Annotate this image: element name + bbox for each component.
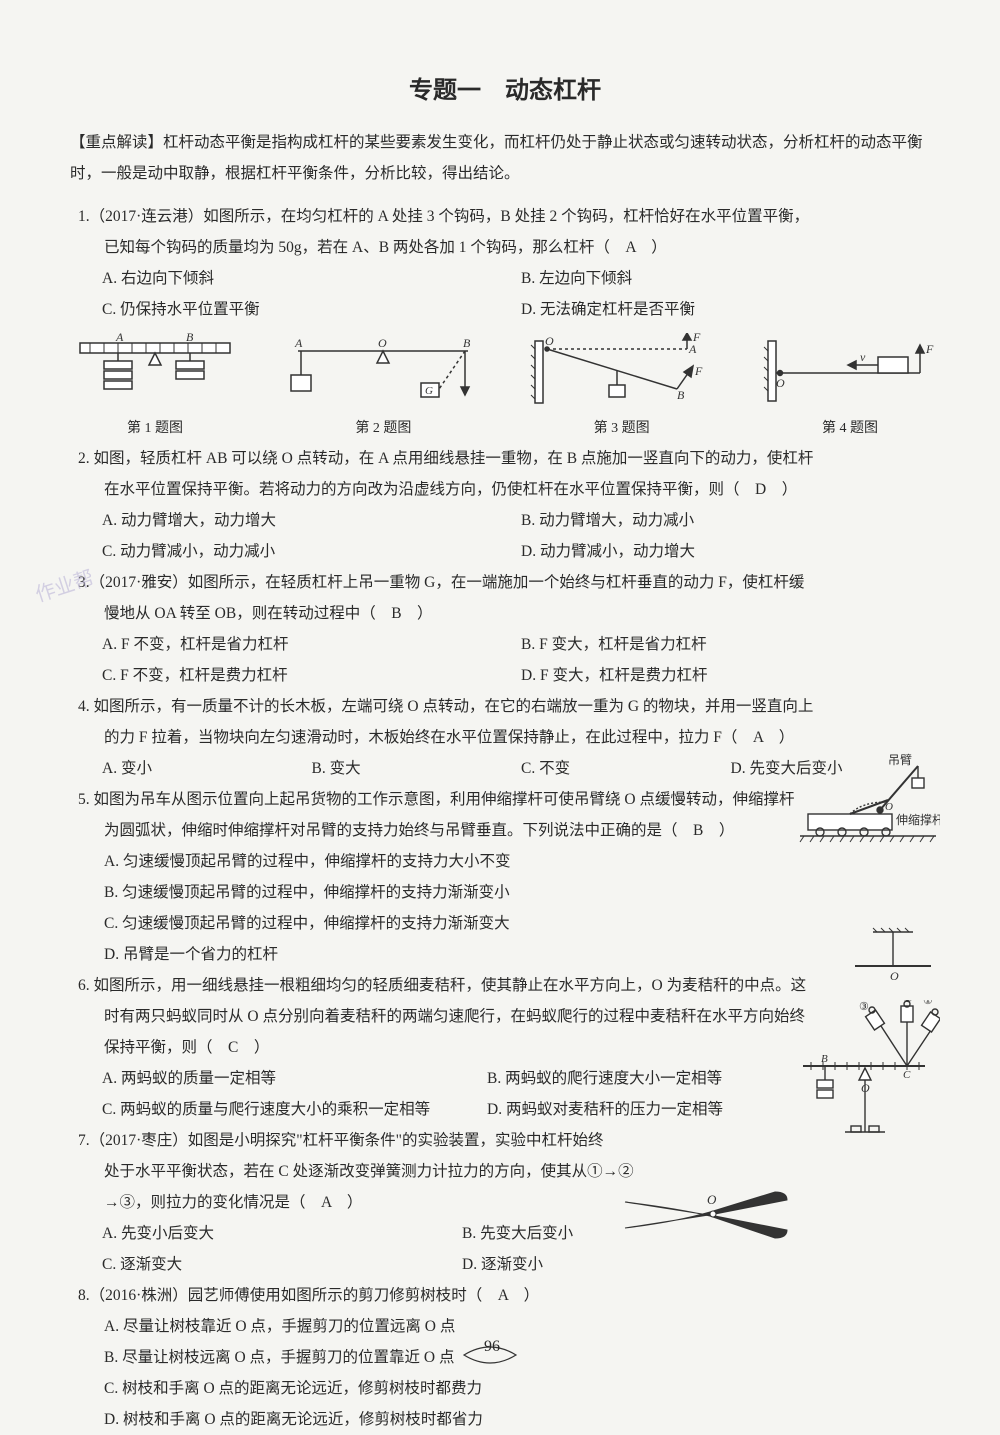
q4-line1: 4. 如图所示，有一质量不计的长木板，左端可绕 O 点转动，在它的右端放一重为 …	[78, 691, 940, 722]
q2-opt-c: C. 动力臂减小，动力减小	[102, 536, 521, 567]
q1-line2: 已知每个钩码的质量均为 50g，若在 A、B 两处各加 1 个钩码，那么杠杆（ …	[104, 232, 940, 263]
svg-text:①: ①	[923, 1000, 933, 1007]
q2-options: A. 动力臂增大，动力增大 B. 动力臂增大，动力减小 C. 动力臂减小，动力减…	[102, 505, 940, 567]
svg-text:F: F	[925, 342, 934, 356]
q2-line1: 2. 如图，轻质杠杆 AB 可以绕 O 点转动，在 A 点用细线悬挂一重物，在 …	[78, 443, 940, 474]
q3-line2: 慢地从 OA 转至 OB，则在转动过程中（ B ）	[104, 598, 940, 629]
q1-opt-c: C. 仍保持水平位置平衡	[102, 294, 521, 325]
svg-text:v: v	[860, 350, 866, 364]
svg-text:B: B	[463, 336, 471, 350]
fig7: O B C ① ② ③	[795, 1000, 940, 1145]
q3-options: A. F 不变，杠杆是省力杠杆 B. F 变大，杠杆是省力杠杆 C. F 不变，…	[102, 629, 940, 691]
svg-text:C: C	[903, 1069, 911, 1081]
fig5: O 吊臂 伸缩撑杆	[790, 752, 940, 851]
svg-text:③: ③	[859, 1001, 869, 1013]
q3-opt-a: A. F 不变，杠杆是省力杠杆	[102, 629, 521, 660]
q7-opt-c: C. 逐渐变大	[102, 1249, 462, 1280]
svg-text:②: ②	[903, 1000, 913, 1005]
fig4-label: 第 4 题图	[760, 417, 940, 437]
q1-options: A. 右边向下倾斜 B. 左边向下倾斜 C. 仍保持水平位置平衡 D. 无法确定…	[102, 263, 940, 325]
fig4: O v F 第 4 题图	[760, 333, 940, 437]
q2-opt-d: D. 动力臂减小，动力增大	[521, 536, 940, 567]
q6-options: A. 两蚂蚁的质量一定相等 B. 两蚂蚁的爬行速度大小一定相等 C. 两蚂蚁的质…	[102, 1063, 872, 1125]
svg-text:O: O	[776, 376, 785, 390]
fig8: O	[615, 1182, 805, 1251]
svg-text:O: O	[378, 336, 387, 350]
q8-opt-c: C. 树枝和手离 O 点的距离无论远近，修剪树枝时都费力	[104, 1373, 814, 1404]
q3-opt-b: B. F 变大，杠杆是省力杠杆	[521, 629, 940, 660]
svg-text:A: A	[115, 333, 124, 344]
q4-opt-b: B. 变大	[312, 753, 522, 784]
q2-line2: 在水平位置保持平衡。若将动力的方向改为沿虚线方向，仍使杠杆在水平位置保持平衡，则…	[104, 474, 940, 505]
fig3-label: 第 3 题图	[527, 417, 717, 437]
q8-opt-d: D. 树枝和手离 O 点的距离无论远近，修剪树枝时都省力	[104, 1404, 814, 1435]
q7-opt-d: D. 逐渐变小	[462, 1249, 822, 1280]
q7-opt-a: A. 先变小后变大	[102, 1218, 462, 1249]
q8-opt-a: A. 尽量让树枝靠近 O 点，手握剪刀的位置远离 O 点	[104, 1311, 814, 1342]
q3-opt-d: D. F 变大，杠杆是费力杠杆	[521, 660, 940, 691]
q1-opt-b: B. 左边向下倾斜	[521, 263, 940, 294]
q7-line1: 7.（2017·枣庄）如图是小明探究"杠杆平衡条件"的实验装置，实验中杠杆始终	[78, 1125, 788, 1156]
fig6: O	[845, 926, 940, 991]
q8-opt-b: B. 尽量让树枝远离 O 点，手握剪刀的位置靠近 O 点	[104, 1342, 814, 1373]
q5-opt-c: C. 匀速缓慢顶起吊臂的过程中，伸缩撑杆的支持力渐渐变大	[104, 908, 814, 939]
svg-text:A: A	[688, 342, 697, 356]
svg-text:O: O	[890, 969, 899, 983]
q4-line2: 的力 F 拉着，当物块向左匀速滑动时，木板始终在水平位置保持静止，在此过程中，拉…	[104, 722, 940, 753]
q6-line1: 6. 如图所示，用一细线悬挂一根粗细均匀的轻质细麦秸秆，使其静止在水平方向上，O…	[78, 970, 940, 1001]
figure-row: A B 第 1 题图 A O B	[70, 333, 940, 437]
svg-text:A: A	[294, 336, 303, 350]
q1-line1: 1.（2017·连云港）如图所示，在均匀杠杆的 A 处挂 3 个钩码，B 处挂 …	[78, 201, 940, 232]
q2-opt-a: A. 动力臂增大，动力增大	[102, 505, 521, 536]
page-number: 96	[460, 1341, 540, 1369]
q5-opt-b: B. 匀速缓慢顶起吊臂的过程中，伸缩撑杆的支持力渐渐变小	[104, 877, 814, 908]
q5-opt-d: D. 吊臂是一个省力的杠杆	[104, 939, 814, 970]
watermark: 作业帮	[31, 561, 97, 607]
svg-text:F: F	[692, 333, 701, 344]
q5-opt-a: A. 匀速缓慢顶起吊臂的过程中，伸缩撑杆的支持力大小不变	[104, 846, 814, 877]
fig1-label: 第 1 题图	[70, 417, 240, 437]
explain-block: 【重点解读】杠杆动态平衡是指构成杠杆的某些要素发生变化，而杠杆仍处于静止状态或匀…	[70, 127, 940, 189]
q3-line1: 3.（2017·雅安）如图所示，在轻质杠杆上吊一重物 G，在一端施加一个始终与杠…	[78, 567, 940, 598]
fig5-boom-label: 吊臂	[888, 753, 912, 767]
svg-text:B: B	[677, 388, 685, 402]
fig5-rod-label: 伸缩撑杆	[896, 812, 940, 827]
q4-opt-a: A. 变小	[102, 753, 312, 784]
fig1: A B 第 1 题图	[70, 333, 240, 437]
fig3: O A F B F 第 3 题图	[527, 333, 717, 437]
fig2: A O B G 第 2 题图	[283, 333, 483, 437]
q4-opt-c: C. 不变	[521, 753, 731, 784]
svg-text:O: O	[545, 334, 554, 348]
q6-opt-a: A. 两蚂蚁的质量一定相等	[102, 1063, 487, 1094]
q3-opt-c: C. F 不变，杠杆是费力杠杆	[102, 660, 521, 691]
svg-text:B: B	[186, 333, 194, 344]
svg-text:B: B	[821, 1053, 828, 1065]
svg-text:G: G	[425, 385, 433, 397]
svg-text:O: O	[707, 1192, 717, 1207]
q8-line1: 8.（2016·株洲）园艺师傅使用如图所示的剪刀修剪树枝时（ A ）	[78, 1280, 788, 1311]
fig2-label: 第 2 题图	[283, 417, 483, 437]
q2-opt-b: B. 动力臂增大，动力减小	[521, 505, 940, 536]
q6-opt-c: C. 两蚂蚁的质量与爬行速度大小的乘积一定相等	[102, 1094, 487, 1125]
q1-opt-a: A. 右边向下倾斜	[102, 263, 521, 294]
q1-opt-d: D. 无法确定杠杆是否平衡	[521, 294, 940, 325]
page-title: 专题一 动态杠杆	[70, 70, 940, 105]
svg-text:F: F	[694, 364, 703, 378]
